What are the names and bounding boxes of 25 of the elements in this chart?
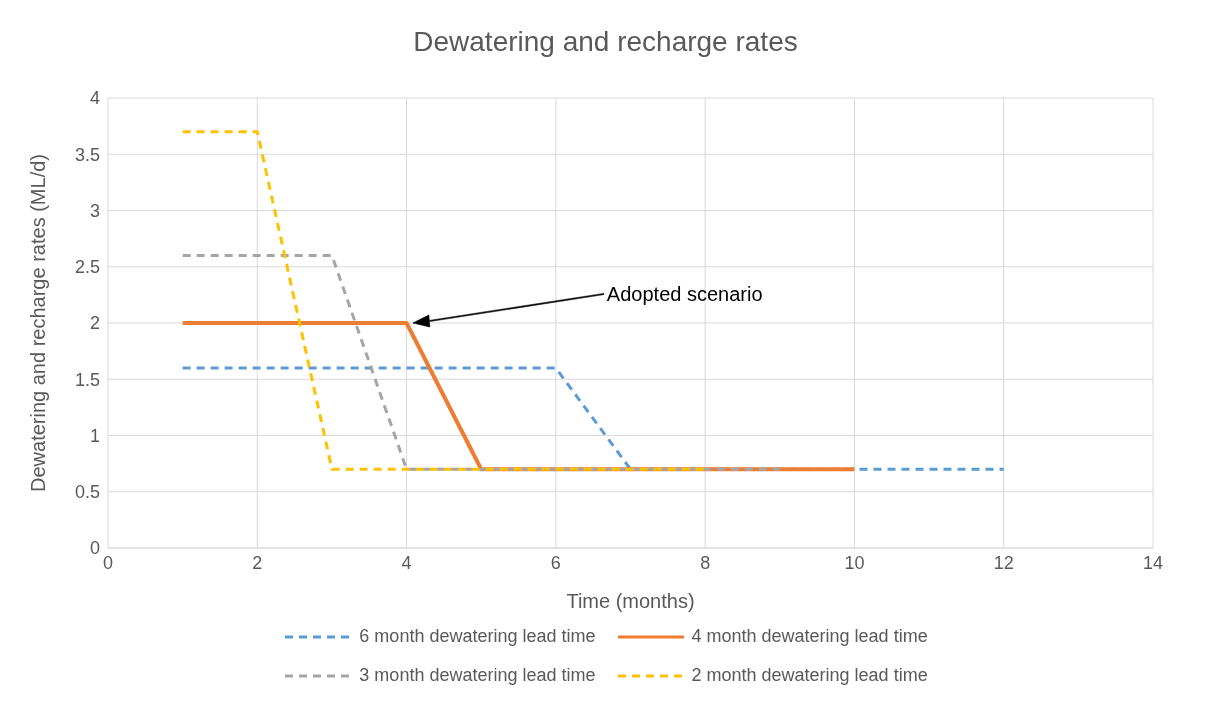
x-tick-label: 6: [550, 552, 561, 573]
y-tick-label: 3.5: [74, 144, 100, 165]
x-axis-title: Time (months): [566, 590, 695, 612]
y-axis-title: Dewatering and recharge rates (ML/d): [27, 154, 50, 492]
x-tick-label: 4: [401, 552, 412, 573]
y-tick-label: 2.5: [74, 257, 100, 278]
annotation: Adopted scenario: [606, 283, 763, 305]
x-tick-label: 8: [700, 552, 711, 573]
legend-label: 2 month dewatering lead time: [691, 665, 928, 686]
x-tick-label: 14: [1142, 552, 1164, 573]
legend-label: 4 month dewatering lead time: [691, 626, 928, 647]
x-tick-label: 12: [993, 552, 1014, 573]
y-tick-label: 3: [89, 200, 100, 221]
y-tick-label: 0.5: [74, 482, 100, 503]
y-tick-label: 2: [89, 313, 100, 334]
y-tick-label: 4: [89, 88, 100, 109]
legend-label: 6 month dewatering lead time: [359, 626, 596, 647]
y-tick-label: 1: [89, 425, 100, 446]
y-tick-label: 0: [89, 538, 100, 559]
chart-title: Dewatering and recharge rates: [412, 25, 799, 59]
y-tick-label: 1.5: [74, 369, 100, 390]
x-tick-label: 10: [844, 552, 865, 573]
x-tick-label: 2: [252, 552, 263, 573]
legend-label: 3 month dewatering lead time: [359, 665, 596, 686]
x-tick-label: 0: [102, 552, 114, 573]
